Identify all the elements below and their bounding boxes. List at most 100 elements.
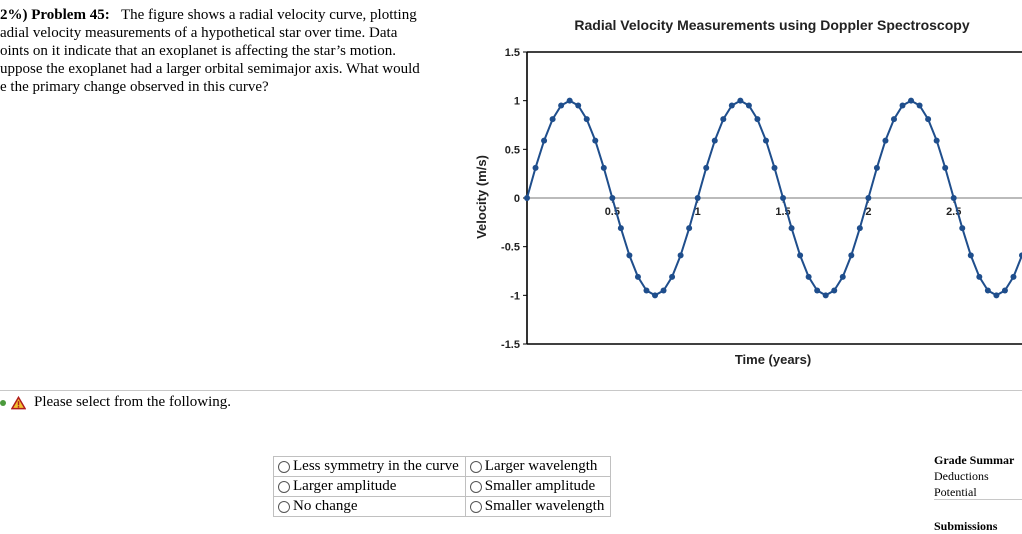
option-label: Less symmetry in the curve <box>293 458 459 474</box>
data-point <box>831 287 838 294</box>
data-point <box>1001 287 1008 294</box>
data-point <box>959 225 966 232</box>
option-larger-amplitude[interactable]: Larger amplitude <box>278 478 459 495</box>
options-row: Less symmetry in the curve Larger wavele… <box>273 456 612 477</box>
data-point <box>771 164 778 171</box>
data-point <box>993 292 1000 299</box>
data-point <box>558 102 565 109</box>
data-point <box>745 102 752 109</box>
chart-axes <box>526 51 1022 345</box>
option-cell: Smaller amplitude <box>464 476 612 497</box>
data-point <box>686 225 693 232</box>
option-cell: Larger amplitude <box>273 476 466 497</box>
data-point <box>720 116 727 123</box>
data-point <box>600 164 607 171</box>
data-point <box>737 97 744 104</box>
x-tick-label: 1 <box>695 206 701 218</box>
data-point <box>626 252 633 259</box>
y-tick-label: -0.5 <box>501 242 520 254</box>
deductions-label: Deductions <box>934 469 989 483</box>
data-point <box>848 252 855 259</box>
problem-text-2: oints on it indicate that an exoplanet i… <box>0 43 397 59</box>
data-point <box>583 116 590 123</box>
option-label: Smaller amplitude <box>484 478 596 494</box>
option-label: Larger wavelength <box>484 458 598 474</box>
option-larger-wavelength[interactable]: Larger wavelength <box>469 458 605 475</box>
data-point <box>541 137 548 144</box>
option-label: No change <box>293 498 358 514</box>
data-point <box>617 225 624 232</box>
data-point <box>856 225 863 232</box>
y-tick-label: -1.5 <box>501 339 520 351</box>
option-cell: Larger wavelength <box>464 456 612 477</box>
chart-title: Radial Velocity Measurements using Doppl… <box>574 17 969 33</box>
problem-line-1: 2%) Problem 45: The figure shows a radia… <box>0 6 470 24</box>
grade-summary-title: Grade Summar <box>934 453 1015 467</box>
data-point <box>1019 252 1022 259</box>
data-point <box>694 195 701 201</box>
data-point <box>984 287 991 294</box>
x-axis-label: Time (years) <box>735 352 811 367</box>
chart-ticks: 1.510.50-0.5-1-1.50.5 1 1.5 2 2.5 <box>501 47 961 351</box>
option-less-symmetry[interactable]: Less symmetry in the curve <box>278 458 459 475</box>
option-smaller-wavelength[interactable]: Smaller wavelength <box>469 498 605 515</box>
options-row: Larger amplitude Smaller amplitude <box>273 476 612 497</box>
option-no-change[interactable]: No change <box>278 498 459 515</box>
problem-statement: 2%) Problem 45: The figure shows a radia… <box>0 6 470 96</box>
status-dot-icon <box>0 399 6 406</box>
data-point <box>549 116 556 123</box>
y-tick-label: 1.5 <box>505 47 520 59</box>
data-point <box>916 102 923 109</box>
data-point <box>865 195 872 201</box>
radio-icon[interactable] <box>278 460 290 473</box>
y-axis-label: Velocity (m/s) <box>474 155 489 239</box>
data-point <box>788 225 795 232</box>
data-point <box>890 116 897 123</box>
problem-text-4: e the primary change observed in this cu… <box>0 79 269 95</box>
radio-icon[interactable] <box>469 480 482 493</box>
data-point <box>814 287 821 294</box>
radio-icon[interactable] <box>469 460 482 473</box>
data-point <box>754 116 761 123</box>
option-label: Larger amplitude <box>293 478 397 494</box>
data-point <box>643 287 650 294</box>
data-point <box>976 273 983 280</box>
x-tick-label: 2 <box>865 206 871 218</box>
data-point <box>660 287 667 294</box>
data-point <box>524 195 530 201</box>
options-row: No change Smaller wavelength <box>273 496 612 517</box>
problem-text-0: The figure shows a radial velocity curve… <box>120 7 417 23</box>
chart-series <box>524 97 1022 299</box>
chart-svg: Radial Velocity Measurements using Doppl… <box>474 17 1022 367</box>
option-cell: Less symmetry in the curve <box>273 456 466 477</box>
data-point <box>677 252 684 259</box>
data-point <box>652 292 659 299</box>
radio-icon[interactable] <box>278 500 290 513</box>
grade-summary: Grade Summar Deductions Potential Submis… <box>934 452 1014 534</box>
data-point <box>711 137 718 144</box>
data-point <box>797 252 804 259</box>
radio-icon[interactable] <box>278 480 290 493</box>
radial-velocity-chart: Radial Velocity Measurements using Doppl… <box>470 0 1022 390</box>
data-point <box>634 273 641 280</box>
potential-label: Potential <box>934 485 977 499</box>
data-point <box>592 137 599 144</box>
y-tick-label: -1 <box>510 290 520 302</box>
prompt-text: Please select from the following. <box>34 394 232 410</box>
submissions-label: Submissions <box>934 519 998 533</box>
warning-icon <box>11 395 26 409</box>
option-smaller-amplitude[interactable]: Smaller amplitude <box>469 478 605 495</box>
grade-divider <box>934 499 1022 500</box>
data-point <box>669 273 676 280</box>
option-label: Smaller wavelength <box>484 498 605 514</box>
data-point <box>532 164 539 171</box>
option-cell: Smaller wavelength <box>464 496 612 517</box>
data-point <box>609 195 616 201</box>
problem-number: 2%) Problem 45: <box>0 7 110 23</box>
data-point <box>703 164 710 171</box>
option-cell: No change <box>273 496 466 517</box>
answer-prompt: Please select from the following. <box>0 394 231 411</box>
data-point <box>575 102 582 109</box>
section-divider <box>0 390 1022 391</box>
radio-icon[interactable] <box>469 500 482 513</box>
